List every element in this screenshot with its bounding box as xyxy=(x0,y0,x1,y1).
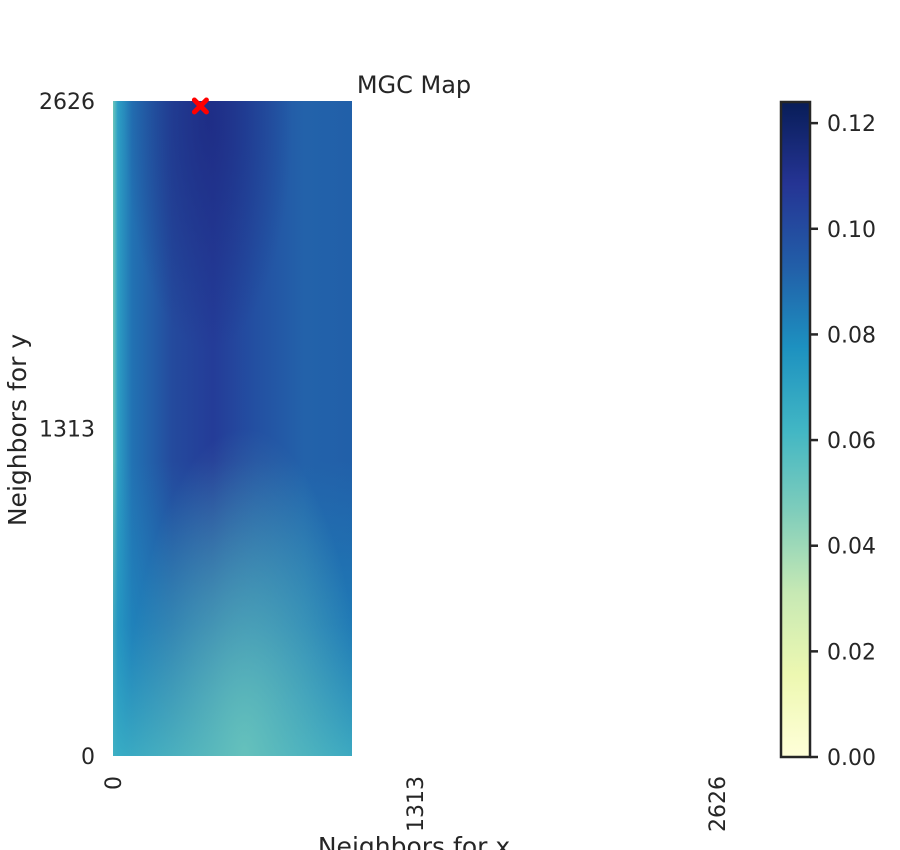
chart-title: MGC Map xyxy=(357,71,471,99)
heatmap xyxy=(113,101,352,756)
y-ticks: 2626 1313 0 xyxy=(39,90,95,770)
optimal-scale-x-mark xyxy=(191,97,209,115)
colorbar: 0.00 0.02 0.04 0.06 0.08 0.10 0.12 xyxy=(779,100,876,771)
colorbar-tick-label: 0.12 xyxy=(827,112,876,137)
x-tick-label: 0 xyxy=(102,776,127,790)
colorbar-fill xyxy=(779,100,812,759)
colorbar-ticks: 0.00 0.02 0.04 0.06 0.08 0.10 0.12 xyxy=(810,112,876,771)
y-tick-label: 1313 xyxy=(39,418,95,443)
y-axis-label: Neighbors for y xyxy=(3,334,32,526)
y-tick-label: 0 xyxy=(81,745,95,770)
x-tick-label: 2626 xyxy=(706,776,731,832)
colorbar-tick-label: 0.08 xyxy=(827,323,876,348)
x-axis-label: Neighbors for x xyxy=(318,832,510,850)
x-tick-label: 1313 xyxy=(404,776,429,832)
colorbar-tick-label: 0.06 xyxy=(827,429,876,454)
colorbar-tick-label: 0.02 xyxy=(827,640,876,665)
x-ticks: 0 1313 2626 xyxy=(102,776,731,832)
colorbar-tick-label: 0.04 xyxy=(827,535,876,560)
colorbar-tick-label: 0.00 xyxy=(827,746,876,771)
y-tick-label: 2626 xyxy=(39,90,95,115)
heatmap-top-dark xyxy=(113,101,352,756)
optimal-scale-marker xyxy=(191,97,209,115)
colorbar-tick-label: 0.10 xyxy=(827,218,876,243)
